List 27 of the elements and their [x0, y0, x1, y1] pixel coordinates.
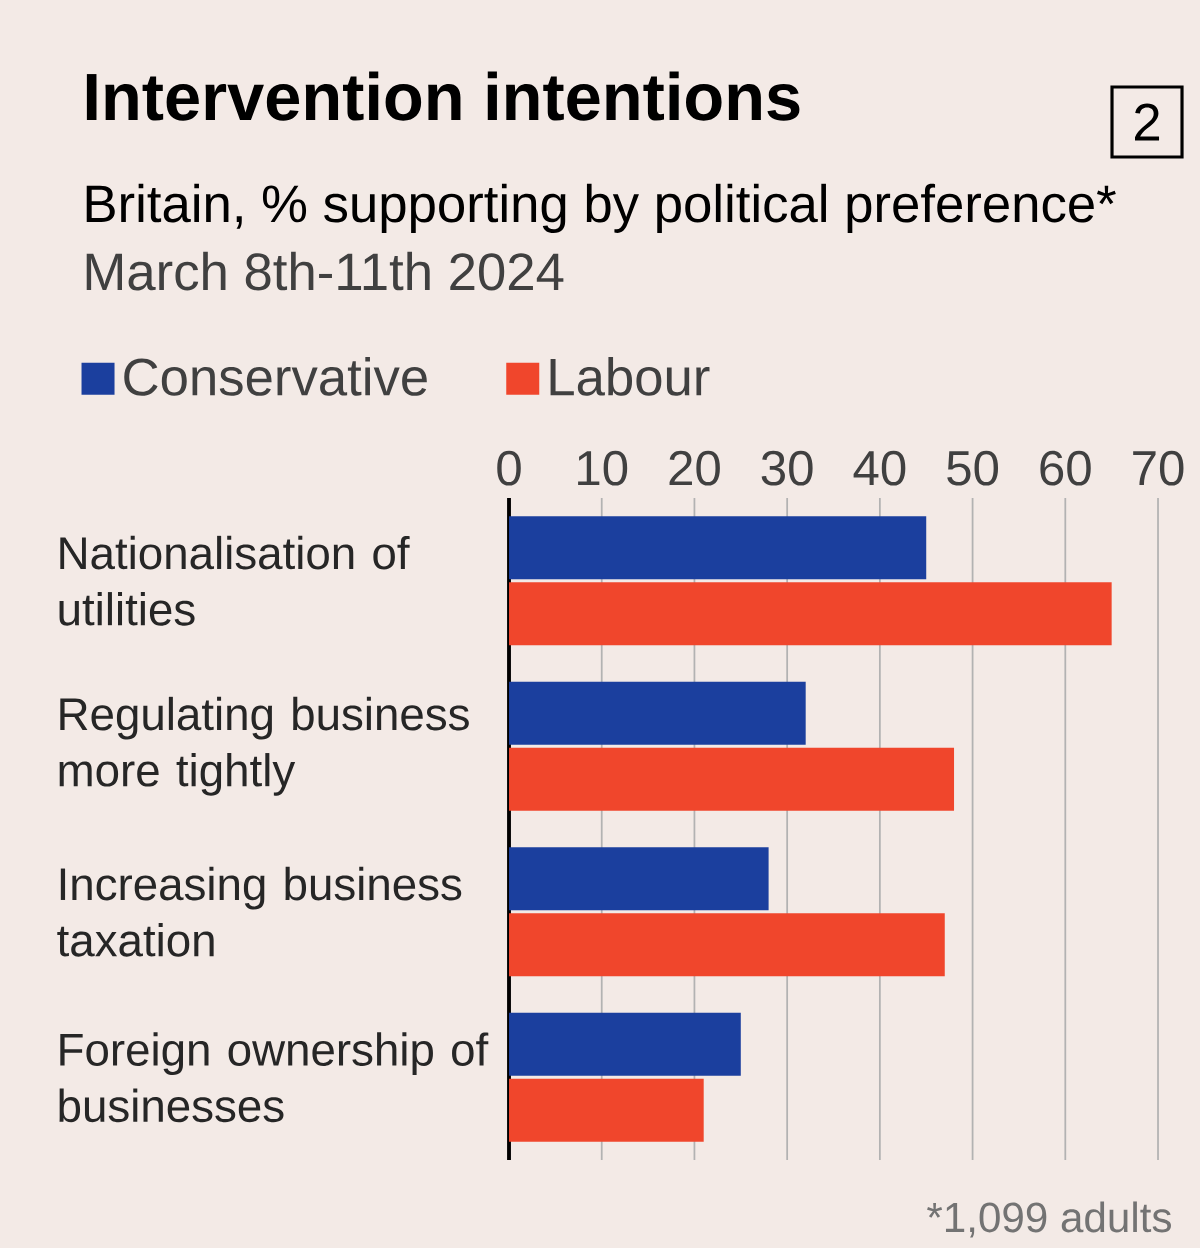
text: 2 [1135, 103, 1160, 141]
legend-label: Labour [550, 357, 710, 396]
text: *1,099 adults [927, 1201, 1171, 1238]
x-tick-label: 0 [497, 450, 521, 486]
y-tick-label: Regulating business more tightly [59, 696, 469, 796]
chart-title: Intervention intentions [86, 71, 800, 121]
x-tick-label: 30 [761, 450, 813, 486]
x-tick-label: 60 [1040, 450, 1091, 486]
y-tick-label: Increasing business taxation [57, 866, 462, 957]
bar [509, 1012, 741, 1076]
bar [509, 582, 1112, 646]
y-tick-label: Nationalisation of utilities [59, 535, 410, 626]
x-tick-label: 10 [578, 450, 628, 486]
x-tick-label: 20 [669, 450, 720, 486]
text: March 8th-11th 2024 [86, 251, 564, 291]
y-tick-label: Foreign ownership of businesses [59, 1032, 489, 1123]
bar [509, 847, 769, 911]
bar [509, 681, 806, 745]
bar [509, 747, 955, 811]
x-tick-label: 50 [947, 450, 999, 486]
bar [509, 516, 927, 580]
legend-label: Conservative [124, 357, 427, 396]
bar [509, 913, 945, 977]
chart-subtitle: Britain, % supporting by political preference* [86, 183, 1116, 233]
x-tick-label: 40 [853, 450, 906, 486]
bar [509, 1078, 704, 1142]
x-tick-label: 70 [1133, 450, 1184, 486]
